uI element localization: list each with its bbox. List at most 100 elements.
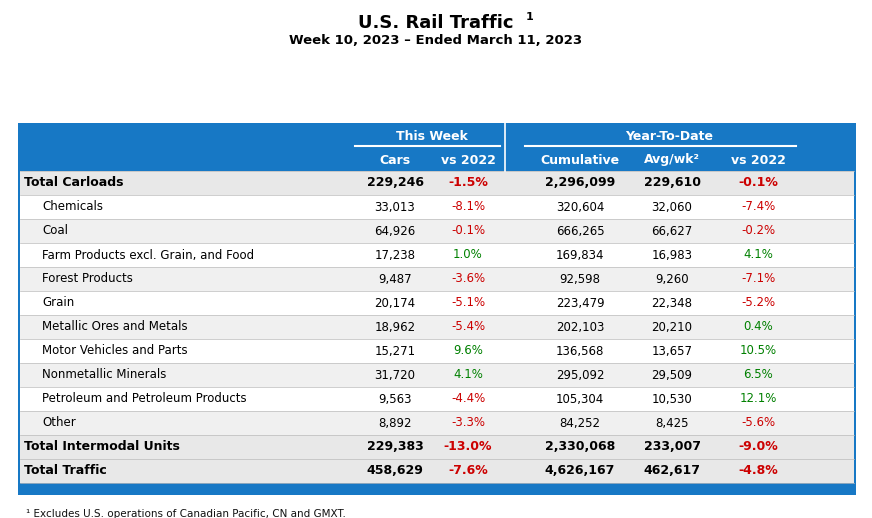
Bar <box>20 363 854 387</box>
Text: -4.8%: -4.8% <box>738 465 778 478</box>
Text: Total Traffic: Total Traffic <box>24 465 106 478</box>
Bar <box>20 123 854 149</box>
Text: 8,892: 8,892 <box>378 416 412 429</box>
Text: Petroleum and Petroleum Products: Petroleum and Petroleum Products <box>42 393 247 406</box>
Text: -5.4%: -5.4% <box>451 321 485 334</box>
Text: 2,330,068: 2,330,068 <box>545 440 615 453</box>
Text: -7.4%: -7.4% <box>741 200 775 213</box>
Text: Chemicals: Chemicals <box>42 200 103 213</box>
Text: Week 10, 2023 – Ended March 11, 2023: Week 10, 2023 – Ended March 11, 2023 <box>290 34 582 47</box>
Bar <box>20 459 854 483</box>
Bar <box>20 387 854 411</box>
Text: 32,060: 32,060 <box>651 200 692 213</box>
Text: -3.6%: -3.6% <box>451 272 485 285</box>
Bar <box>20 171 854 483</box>
Text: -0.1%: -0.1% <box>738 177 778 190</box>
Bar <box>20 267 854 291</box>
Text: Motor Vehicles and Parts: Motor Vehicles and Parts <box>42 344 187 357</box>
Text: -0.1%: -0.1% <box>451 224 485 237</box>
Text: Total Intermodal Units: Total Intermodal Units <box>24 440 180 453</box>
Text: 1: 1 <box>526 12 534 22</box>
Text: 84,252: 84,252 <box>560 416 601 429</box>
Bar <box>20 243 854 267</box>
Text: 8,425: 8,425 <box>655 416 689 429</box>
Text: -8.1%: -8.1% <box>451 200 485 213</box>
Text: -0.2%: -0.2% <box>741 224 775 237</box>
Text: 229,246: 229,246 <box>366 177 424 190</box>
Text: 92,598: 92,598 <box>560 272 601 285</box>
Text: Forest Products: Forest Products <box>42 272 133 285</box>
Text: -9.0%: -9.0% <box>738 440 778 453</box>
Text: 0.4%: 0.4% <box>743 321 773 334</box>
Text: 229,610: 229,610 <box>644 177 700 190</box>
Text: -1.5%: -1.5% <box>448 177 488 190</box>
Text: Avg/wk²: Avg/wk² <box>644 153 700 166</box>
Text: 22,348: 22,348 <box>651 296 692 309</box>
Text: -5.2%: -5.2% <box>741 296 775 309</box>
Text: 169,834: 169,834 <box>555 249 604 262</box>
Text: 13,657: 13,657 <box>651 344 692 357</box>
Text: Grain: Grain <box>42 296 74 309</box>
Text: -4.4%: -4.4% <box>451 393 485 406</box>
Bar <box>18 123 856 495</box>
Text: Farm Products excl. Grain, and Food: Farm Products excl. Grain, and Food <box>42 249 254 262</box>
Text: Year-To-Date: Year-To-Date <box>625 130 713 142</box>
Text: 233,007: 233,007 <box>644 440 700 453</box>
Text: 4.1%: 4.1% <box>453 368 483 381</box>
Bar <box>20 149 854 171</box>
Bar <box>20 291 854 315</box>
Text: 4,626,167: 4,626,167 <box>545 465 615 478</box>
Text: ¹ Excludes U.S. operations of Canadian Pacific, CN and GMXT.: ¹ Excludes U.S. operations of Canadian P… <box>26 509 346 518</box>
Text: 10,530: 10,530 <box>651 393 692 406</box>
Text: 136,568: 136,568 <box>555 344 604 357</box>
Text: 295,092: 295,092 <box>555 368 604 381</box>
Text: 666,265: 666,265 <box>555 224 604 237</box>
Text: 33,013: 33,013 <box>375 200 415 213</box>
Text: 20,174: 20,174 <box>374 296 416 309</box>
Text: 9.6%: 9.6% <box>453 344 483 357</box>
Text: Cumulative: Cumulative <box>541 153 620 166</box>
Text: 64,926: 64,926 <box>374 224 416 237</box>
Bar <box>20 171 854 195</box>
Text: -3.3%: -3.3% <box>451 416 485 429</box>
Text: -7.1%: -7.1% <box>741 272 775 285</box>
Text: Coal: Coal <box>42 224 68 237</box>
Text: 31,720: 31,720 <box>374 368 415 381</box>
Text: 6.5%: 6.5% <box>743 368 773 381</box>
Bar <box>20 315 854 339</box>
Text: vs 2022: vs 2022 <box>731 153 786 166</box>
Text: 202,103: 202,103 <box>555 321 604 334</box>
Text: 9,563: 9,563 <box>378 393 412 406</box>
Text: 66,627: 66,627 <box>651 224 692 237</box>
Text: 320,604: 320,604 <box>555 200 604 213</box>
Text: U.S. Rail Traffic: U.S. Rail Traffic <box>358 14 514 32</box>
Text: 17,238: 17,238 <box>374 249 415 262</box>
Text: Total Carloads: Total Carloads <box>24 177 124 190</box>
Text: 4.1%: 4.1% <box>743 249 773 262</box>
Bar <box>20 411 854 435</box>
Text: 229,383: 229,383 <box>366 440 424 453</box>
Text: 223,479: 223,479 <box>555 296 604 309</box>
Text: 9,260: 9,260 <box>655 272 689 285</box>
Bar <box>20 483 854 495</box>
Text: 15,271: 15,271 <box>374 344 416 357</box>
Text: 18,962: 18,962 <box>374 321 416 334</box>
Bar <box>20 219 854 243</box>
Text: Cars: Cars <box>379 153 411 166</box>
Bar <box>20 339 854 363</box>
Text: Nonmetallic Minerals: Nonmetallic Minerals <box>42 368 167 381</box>
Text: 462,617: 462,617 <box>644 465 700 478</box>
Text: -5.1%: -5.1% <box>451 296 485 309</box>
Text: 2,296,099: 2,296,099 <box>545 177 615 190</box>
Text: 458,629: 458,629 <box>366 465 424 478</box>
Text: 105,304: 105,304 <box>555 393 604 406</box>
Text: This Week: This Week <box>396 130 467 142</box>
Text: 29,509: 29,509 <box>651 368 692 381</box>
Bar <box>20 435 854 459</box>
Text: 9,487: 9,487 <box>378 272 412 285</box>
Text: 16,983: 16,983 <box>651 249 692 262</box>
Text: -5.6%: -5.6% <box>741 416 775 429</box>
Text: vs 2022: vs 2022 <box>440 153 495 166</box>
Text: 10.5%: 10.5% <box>739 344 777 357</box>
Text: Other: Other <box>42 416 76 429</box>
